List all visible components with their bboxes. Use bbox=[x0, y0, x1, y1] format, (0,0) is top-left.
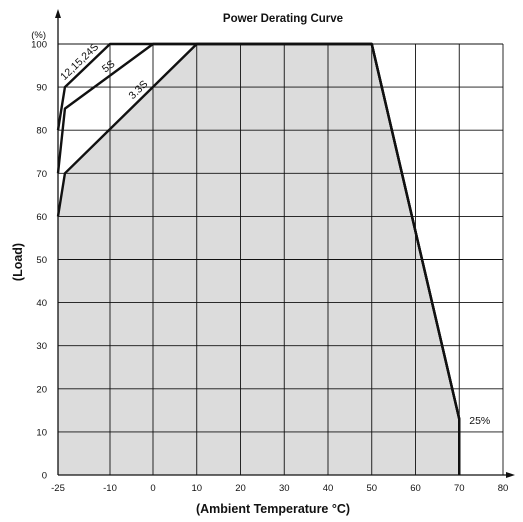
y-tick-label-30: 30 bbox=[36, 341, 47, 352]
annotation-1: 25% bbox=[469, 415, 490, 427]
y-unit-label: (%) bbox=[31, 30, 46, 41]
y-tick-label-10: 10 bbox=[36, 427, 47, 438]
x-tick-label-30: 30 bbox=[279, 483, 290, 494]
x-tick-label-20: 20 bbox=[235, 483, 246, 494]
x-tick-label-40: 40 bbox=[323, 483, 334, 494]
chart-title: Power Derating Curve bbox=[223, 13, 343, 25]
y-tick-label-60: 60 bbox=[36, 212, 47, 223]
x-tick-label--25: -25 bbox=[51, 483, 65, 494]
y-tick-label-90: 90 bbox=[36, 83, 47, 94]
chart-labels: Power Derating Curve (%) (Ambient Temper… bbox=[11, 13, 508, 516]
axes bbox=[55, 9, 515, 478]
series-line-3 bbox=[56, 42, 461, 475]
x-tick-label-0: 0 bbox=[150, 483, 155, 494]
y-tick-label-80: 80 bbox=[36, 126, 47, 137]
x-tick-label-70: 70 bbox=[454, 483, 465, 494]
y-tick-label-20: 20 bbox=[36, 384, 47, 395]
x-tick-label-10: 10 bbox=[191, 483, 202, 494]
y-axis-title: (Load) bbox=[11, 243, 25, 281]
series-lines bbox=[56, 42, 461, 475]
x-tick-label-60: 60 bbox=[410, 483, 421, 494]
y-tick-label-40: 40 bbox=[36, 298, 47, 309]
y-tick-label-50: 50 bbox=[36, 255, 47, 266]
x-axis-arrow-icon bbox=[506, 472, 515, 478]
y-tick-label-70: 70 bbox=[36, 169, 47, 180]
x-tick-label--10: -10 bbox=[103, 483, 117, 494]
x-axis-title: (Ambient Temperature °C) bbox=[196, 502, 350, 516]
x-tick-label-50: 50 bbox=[366, 483, 377, 494]
series-label-1: 12,15,24S bbox=[58, 41, 101, 83]
y-axis-arrow-icon bbox=[55, 9, 61, 18]
x-tick-label-80: 80 bbox=[498, 483, 509, 494]
y-tick-label-0: 0 bbox=[42, 471, 47, 482]
y-tick-label-100: 100 bbox=[31, 40, 47, 51]
